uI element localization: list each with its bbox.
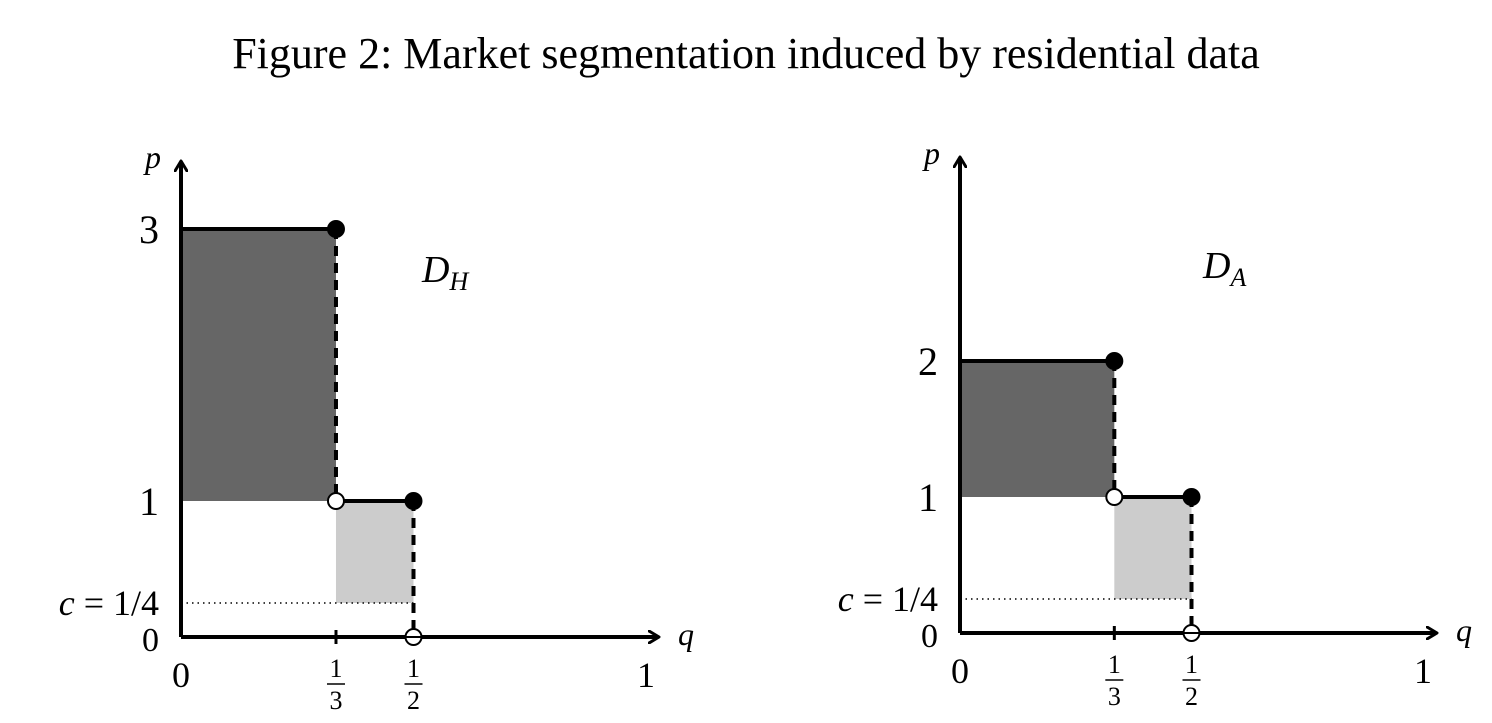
shaded-region-dark — [181, 229, 336, 501]
y-tick-label: 3 — [139, 207, 159, 252]
open-point — [326, 492, 345, 510]
x-tick-label: 0 — [951, 651, 969, 691]
y-tick-label: c = 1/4 — [59, 583, 159, 623]
curve-label: DH — [421, 249, 469, 296]
curve-label: DA — [1202, 245, 1246, 292]
y-tick-label: 2 — [918, 339, 938, 384]
y-axis-label: p — [143, 139, 161, 175]
x-tick-label-denominator: 3 — [329, 686, 342, 715]
filled-point — [404, 492, 423, 510]
y-tick-label: 0 — [142, 622, 159, 659]
y-tick-label: c = 1/4 — [838, 579, 938, 619]
figure-title: Figure 2: Market segmentation induced by… — [232, 29, 1260, 78]
x-tick-label: 1 — [1414, 651, 1432, 691]
x-tick-label-denominator: 2 — [407, 686, 420, 715]
x-tick-label-numerator: 1 — [1185, 650, 1198, 679]
x-tick-label: 1 — [637, 655, 655, 695]
x-tick-label-denominator: 2 — [1185, 682, 1198, 711]
x-tick-label: 0 — [172, 655, 190, 695]
x-tick-label-numerator: 1 — [407, 654, 420, 683]
filled-point — [326, 220, 345, 238]
filled-point — [1182, 488, 1201, 506]
x-tick-label-numerator: 1 — [1108, 650, 1121, 679]
y-axis-label: p — [922, 135, 940, 171]
y-tick-label: 1 — [139, 479, 159, 524]
open-point — [1105, 488, 1124, 506]
shaded-region-light — [335, 501, 414, 603]
x-tick-label-denominator: 3 — [1108, 682, 1121, 711]
shaded-region-light — [1114, 497, 1192, 599]
y-tick-label: 0 — [921, 618, 938, 655]
x-tick-label-numerator: 1 — [329, 654, 342, 683]
x-axis-label: q — [1456, 612, 1472, 648]
y-tick-label: 1 — [918, 475, 938, 520]
x-axis-label: q — [678, 616, 694, 652]
shaded-region-dark — [960, 361, 1115, 497]
filled-point — [1105, 352, 1124, 370]
